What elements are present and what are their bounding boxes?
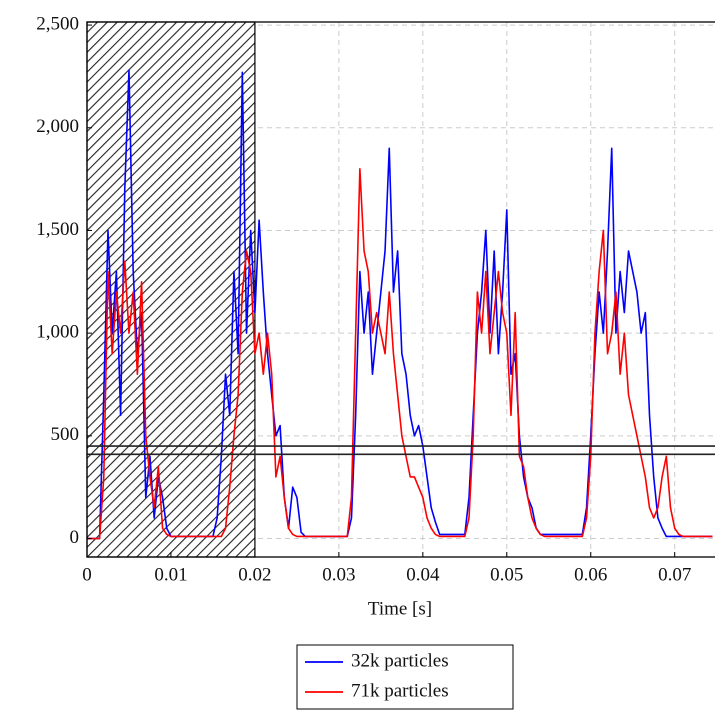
legend-box [296, 644, 514, 710]
axes-frame [86, 21, 715, 558]
y-tick-label: 2,000 [36, 116, 79, 137]
legend-label: 71k particles [351, 680, 449, 701]
x-tick-label: 0.03 [322, 564, 355, 585]
x-tick-label: 0.06 [574, 564, 607, 585]
legend: 32k particles 71k particles [305, 650, 449, 701]
x-tick-label: 0 [82, 564, 92, 585]
plot-background [86, 21, 715, 558]
x-tick-label: 0.02 [238, 564, 271, 585]
y-tick-label: 500 [51, 424, 80, 445]
x-axis-label: Time [s] [368, 598, 432, 619]
series-line [87, 168, 713, 540]
x-tick-label: 0.05 [490, 564, 523, 585]
x-tick-label: 0.04 [406, 564, 440, 585]
axes: 0 0.01 0.02 0.03 0.04 0.05 0.06 0.07 0 500 1,000 1,… [36, 13, 715, 585]
shaded-region [86, 21, 256, 558]
x-tick-label: 0.07 [658, 564, 691, 585]
y-tick-label: 1,500 [36, 219, 79, 240]
plot-area [87, 69, 715, 540]
x-tick-label: 0.01 [154, 564, 187, 585]
y-tick-label: 2,500 [36, 13, 79, 34]
y-tick-label: 1,000 [36, 322, 79, 343]
legend-label: 32k particles [351, 650, 449, 671]
y-tick-label: 0 [70, 527, 80, 548]
